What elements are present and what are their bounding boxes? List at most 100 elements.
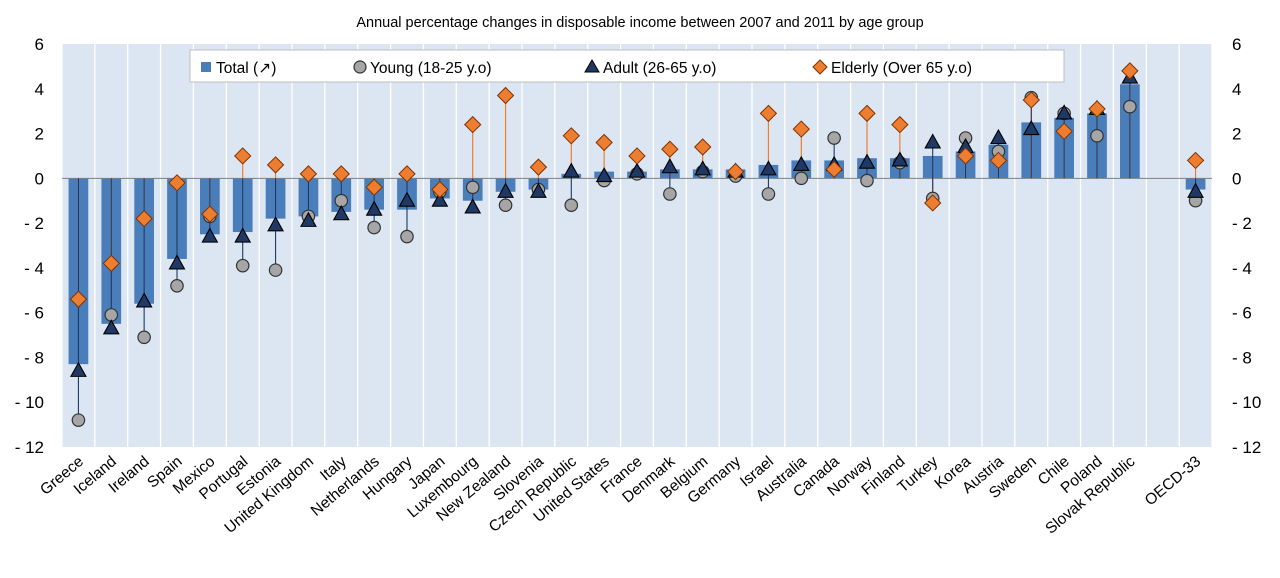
elderly-point-turkey [924, 194, 942, 212]
plot-area: 6 6 4 4 2 2 0 0 - 2 - 2 - 4 - 4 - 6 - 6 - 8 - 8 - 10 - 10… [15, 35, 1262, 538]
adult-point-turkey [924, 133, 942, 149]
young-point-new-zealand [498, 198, 513, 212]
elderly-point-new-zealand [496, 86, 515, 105]
y-tick-label-left: 0 [35, 169, 44, 188]
chart-title: Annual percentage changes in disposable … [356, 15, 923, 31]
young-point-spain [170, 278, 184, 293]
elderly-point-germany [726, 162, 745, 181]
adult-point-france [628, 162, 646, 178]
adult-point-netherlands [365, 200, 383, 216]
y-tick-label-left: - 4 [24, 259, 44, 278]
young-point-netherlands [367, 220, 381, 235]
legend-adult-marker [584, 59, 600, 73]
young-point-canada [827, 131, 841, 145]
adult-point-ireland [135, 292, 153, 308]
y-tick-label-right: - 10 [1232, 393, 1261, 412]
y-tick-label-left: - 6 [24, 304, 44, 323]
legend: Total (↗) Young (18-25 y.o) Adult (26-65 y… [189, 49, 1065, 83]
elderly-point-mexico [201, 205, 219, 223]
elderly-point-belgium [694, 138, 712, 156]
adult-point-slovenia [529, 182, 547, 198]
y-tick-label-right: 0 [1232, 169, 1241, 188]
y-tick-label-left: - 12 [15, 438, 44, 457]
y-tick-label-right: 6 [1232, 35, 1241, 54]
young-point-australia [794, 171, 809, 186]
young-point-slovak-republic [1123, 99, 1137, 114]
legend-adult-label: Adult (26-65 y.o) [603, 60, 716, 77]
adult-point-chile [1055, 104, 1073, 120]
y-tick-label-right: - 12 [1232, 438, 1261, 457]
elderly-point-chile [1055, 122, 1073, 141]
y-tick-label-right: - 2 [1232, 214, 1252, 233]
adult-point-hungary [398, 191, 416, 207]
elderly-point-spain [168, 174, 186, 192]
adult-point-united-kingdom [299, 211, 317, 227]
adult-point-iceland [102, 319, 120, 335]
adult-point-greece [69, 361, 87, 377]
y-tick-label-right: 4 [1232, 80, 1241, 99]
adult-point-norway [858, 153, 876, 169]
adult-point-new-zealand [497, 182, 515, 198]
elderly-point-sweden [1022, 91, 1040, 109]
plot-background [62, 44, 1212, 447]
elderly-point-korea [956, 147, 975, 165]
elderly-point-portugal [234, 147, 252, 165]
elderly-point-italy [332, 165, 350, 183]
elderly-point-slovak-republic [1121, 62, 1139, 80]
category-label: OECD-33 [1142, 453, 1204, 509]
elderly-point-canada [825, 160, 843, 179]
adult-point-australia [792, 155, 810, 171]
adult-point-oecd-33 [1187, 182, 1205, 198]
young-point-czech-republic [564, 198, 579, 212]
adult-point-sweden [1022, 119, 1040, 136]
y-tick-label-right: - 4 [1232, 259, 1252, 278]
elderly-point-czech-republic [562, 127, 580, 145]
young-point-portugal [235, 258, 250, 273]
elderly-point-france [628, 147, 646, 165]
young-point-norway [860, 173, 874, 188]
young-point-estonia [268, 263, 283, 277]
adult-point-finland [891, 151, 909, 167]
young-point-denmark [663, 187, 677, 201]
elderly-point-estonia [266, 156, 285, 174]
adult-point-luxembourg [464, 198, 482, 214]
y-tick-label-left: 2 [35, 125, 44, 144]
y-tick-label-left: 6 [35, 35, 44, 54]
elderly-point-united-kingdom [299, 165, 318, 183]
legend-total-label: Total (↗) [216, 60, 276, 77]
elderly-point-israel [759, 104, 778, 123]
y-tick-label-left: 4 [35, 80, 44, 99]
young-point-luxembourg [465, 180, 480, 195]
adult-point-spain [168, 254, 186, 270]
elderly-point-finland [891, 115, 909, 134]
y-tick-label-right: - 8 [1232, 348, 1252, 367]
adult-point-denmark [661, 158, 679, 174]
adult-point-estonia [267, 216, 285, 232]
y-tick-label-left: - 10 [15, 393, 44, 412]
elderly-point-greece [69, 290, 88, 308]
young-point-israel [761, 187, 776, 201]
young-point-greece [71, 413, 86, 427]
elderly-point-luxembourg [464, 115, 482, 134]
adult-point-italy [332, 205, 350, 221]
adult-point-mexico [201, 227, 219, 243]
legend-elderly-label: Elderly (Over 65 y.o) [831, 60, 972, 77]
legend-box [189, 49, 1065, 83]
y-tick-label-left: - 2 [24, 214, 44, 233]
legend-elderly-marker [812, 59, 828, 75]
adult-point-belgium [694, 160, 712, 176]
elderly-point-hungary [398, 165, 416, 183]
y-tick-label-right: - 6 [1232, 304, 1252, 323]
elderly-point-ireland [135, 209, 153, 228]
elderly-point-japan [431, 180, 449, 199]
elderly-point-united-states [595, 133, 613, 152]
adult-point-austria [989, 128, 1007, 145]
adult-point-japan [431, 191, 449, 207]
elderly-point-slovenia [529, 158, 548, 176]
young-point-ireland [137, 330, 151, 345]
elderly-point-denmark [661, 140, 679, 158]
legend-young-label: Young (18-25 y.o) [370, 60, 492, 77]
elderly-point-oecd-33 [1186, 151, 1205, 170]
